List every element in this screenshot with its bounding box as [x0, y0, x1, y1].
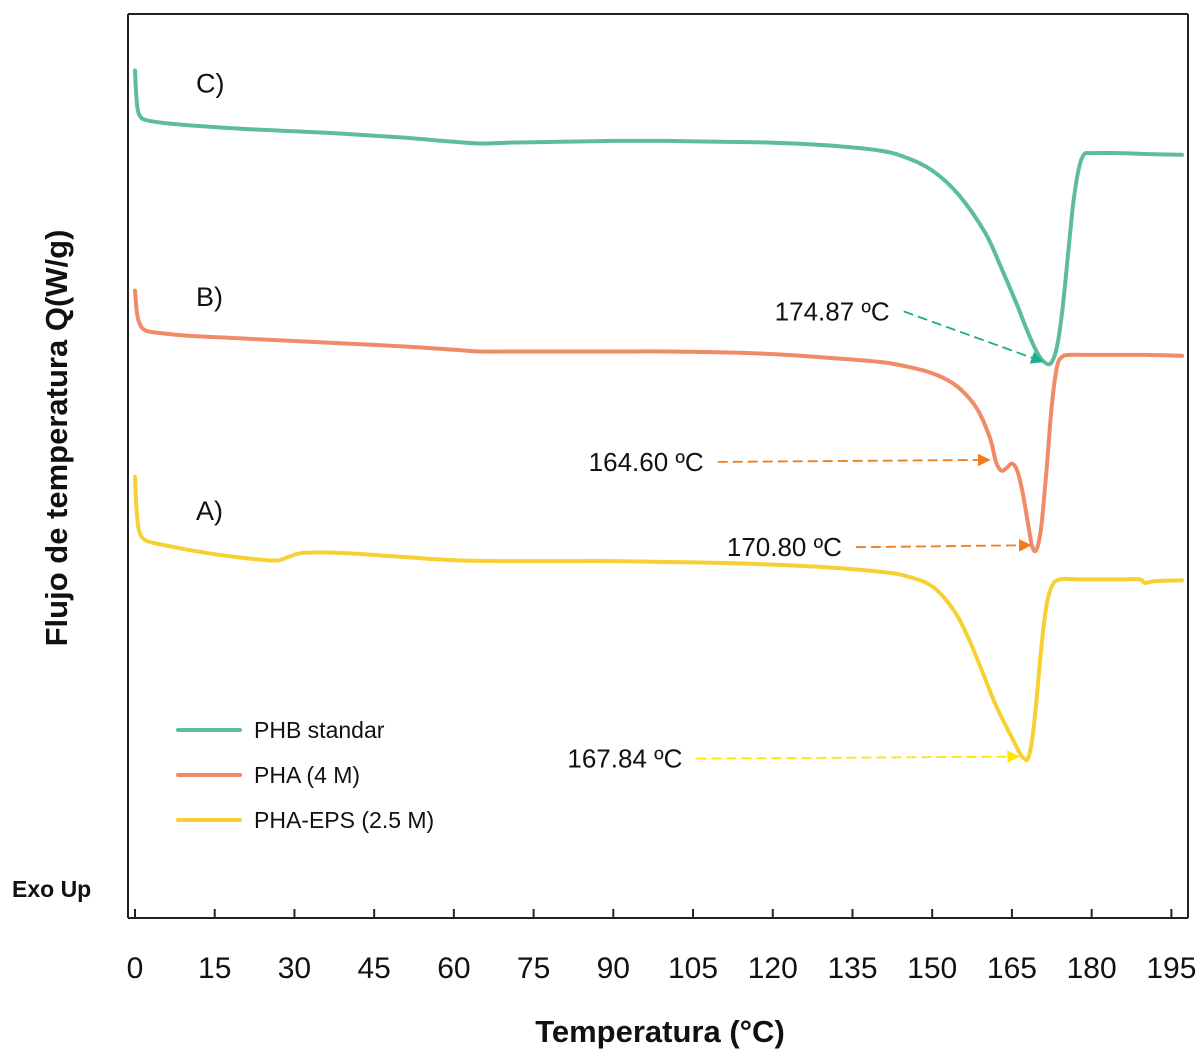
x-tick-label: 30 — [278, 952, 311, 985]
x-tick-label: 180 — [1067, 952, 1117, 985]
panel-label: B) — [196, 282, 223, 312]
peak-label: 167.84 ºC — [567, 744, 682, 774]
x-tick-label: 0 — [127, 952, 144, 985]
x-tick-label: 135 — [827, 952, 877, 985]
x-axis-ticks: 0 15 30 45 60 75 90 105 120 135 150 165 180 195 — [127, 909, 1196, 985]
peak-label: 174.87 ºC — [775, 296, 890, 326]
x-tick-label: 165 — [987, 952, 1037, 985]
x-tick-label: 45 — [357, 952, 390, 985]
series-line-1 — [133, 288, 1184, 554]
y-axis-title: Flujo de temperatura Q(W/g) — [39, 230, 74, 647]
exo-up-label: Exo Up — [12, 876, 91, 902]
legend-label: PHA (4 M) — [254, 762, 360, 788]
x-tick-label: 90 — [597, 952, 630, 985]
peak-label: 164.60 ºC — [589, 447, 704, 477]
peak-label: 170.80 ºC — [727, 532, 842, 562]
legend-label: PHA-EPS (2.5 M) — [254, 807, 434, 833]
panel-labels: C) B) A) — [196, 69, 225, 526]
x-tick-label: 15 — [198, 952, 231, 985]
peak-arrow — [717, 453, 991, 467]
series-layer — [133, 68, 1184, 763]
x-tick-label: 195 — [1146, 952, 1196, 985]
peak-arrow — [696, 750, 1020, 763]
panel-label: A) — [196, 496, 223, 526]
peak-annotations: 174.87 ºC 164.60 ºC 170.80 ºC 167.84 ºC — [567, 296, 1044, 774]
x-axis-title: Temperatura (°C) — [535, 1014, 785, 1049]
series-line-0 — [133, 68, 1184, 367]
legend: PHB standar PHA (4 M) PHA-EPS (2.5 M) — [176, 717, 434, 833]
legend-label: PHB standar — [254, 717, 385, 743]
x-tick-label: 150 — [907, 952, 957, 985]
x-tick-label: 60 — [437, 952, 470, 985]
x-tick-label: 105 — [668, 952, 718, 985]
panel-label: C) — [196, 69, 225, 99]
peak-arrow — [903, 310, 1044, 364]
x-tick-label: 75 — [517, 952, 550, 985]
series-line-2 — [133, 474, 1184, 763]
x-tick-label: 120 — [748, 952, 798, 985]
